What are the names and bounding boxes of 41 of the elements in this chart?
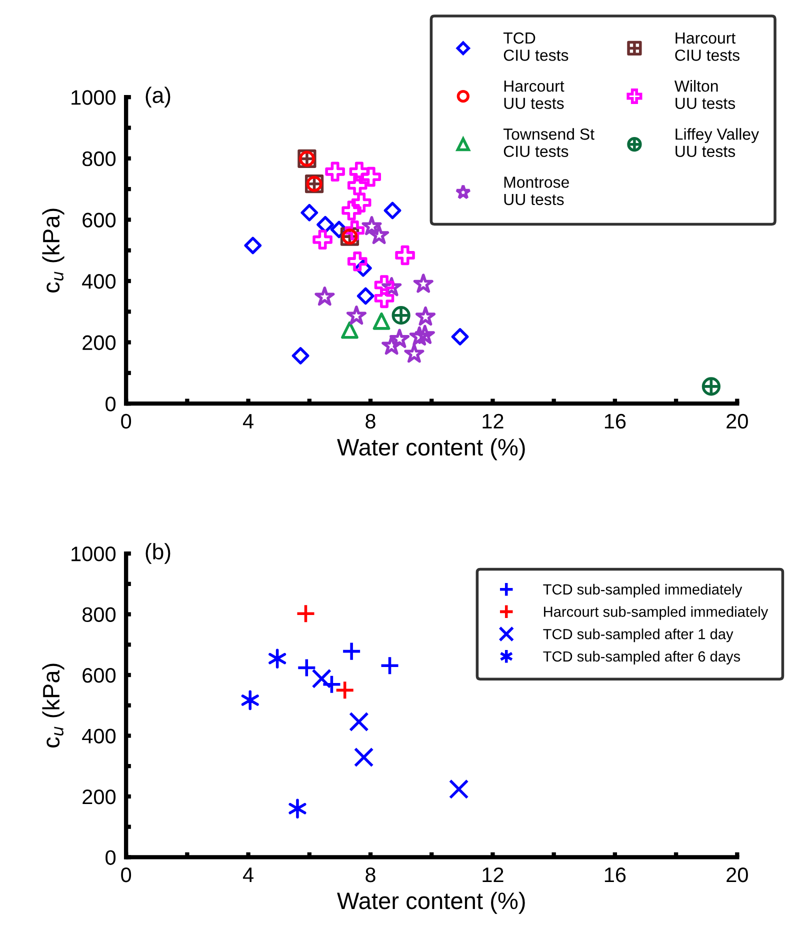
y-tick-label: 0 xyxy=(106,396,116,412)
x-axis-title: Water content (%) xyxy=(337,892,525,914)
y-tick-label: 600 xyxy=(82,212,116,228)
x-tick-label: 20 xyxy=(726,867,748,882)
y-tick-label: 800 xyxy=(82,607,116,622)
x-tick-label: 12 xyxy=(482,867,504,882)
legend-label: Liffey Valley UU tests xyxy=(676,128,760,158)
y-tick-label: 1000 xyxy=(72,546,116,562)
legend-label: Harcourt sub-sampled immediately xyxy=(544,606,768,620)
y-tick-label: 0 xyxy=(106,850,116,865)
x-tick-label: 12 xyxy=(482,414,504,428)
annotation: (b) xyxy=(146,543,170,564)
legend-label: TCD sub-sampled after 6 days xyxy=(543,650,740,665)
legend-label: TCD CIU tests xyxy=(503,32,568,61)
legend-label: TCD sub-sampled immediately xyxy=(543,584,742,598)
y-tick-label: 400 xyxy=(82,274,116,289)
x-axis-title: Water content (%) xyxy=(337,438,525,460)
legend-label: Montrose UU tests xyxy=(504,176,569,206)
y-tick-label: 200 xyxy=(82,335,116,350)
x-tick-label: 4 xyxy=(242,868,254,882)
x-tick-label: 8 xyxy=(366,414,376,429)
y-axis-title: c$_{u}$ (kPa) xyxy=(42,664,64,748)
y-tick-label: 1000 xyxy=(72,90,116,105)
legend-label: Harcourt UU tests xyxy=(504,80,564,109)
legend-label: Wilton UU tests xyxy=(674,80,736,109)
x-tick-label: 4 xyxy=(242,414,254,428)
x-tick-label: 16 xyxy=(604,414,626,429)
legend-label: Townsend St CIU tests xyxy=(503,128,594,158)
y-axis-title: c$_{u}$ (kPa) xyxy=(42,208,64,292)
x-tick-label: 0 xyxy=(121,414,132,429)
legend-label: TCD sub-sampled after 1 day xyxy=(543,628,734,642)
x-tick-label: 8 xyxy=(366,867,376,882)
y-tick-label: 200 xyxy=(82,789,116,804)
x-tick-label: 0 xyxy=(121,867,132,882)
y-tick-label: 600 xyxy=(82,668,116,683)
x-tick-label: 16 xyxy=(604,867,626,882)
y-tick-label: 400 xyxy=(82,728,116,744)
annotation: (a) xyxy=(146,86,170,108)
x-tick-label: 20 xyxy=(726,414,748,429)
y-tick-label: 800 xyxy=(82,151,116,166)
legend-label: Harcourt CIU tests xyxy=(675,32,740,61)
